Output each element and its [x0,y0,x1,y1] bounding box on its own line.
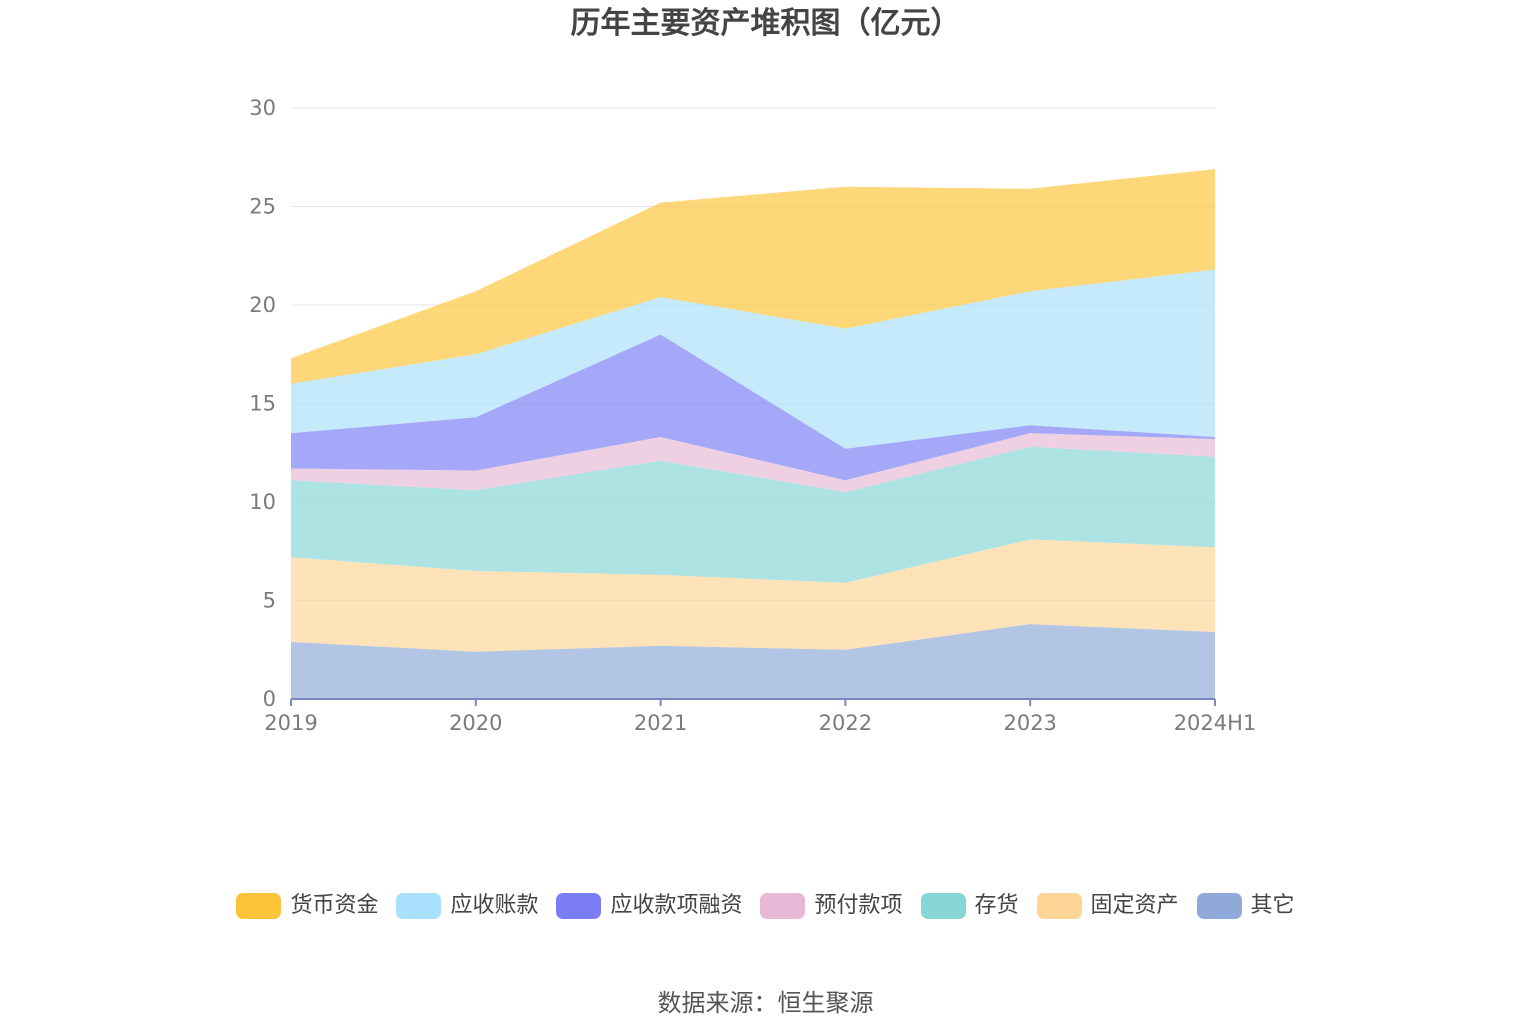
area-series [291,433,1215,493]
y-tick-label: 0 [263,687,276,711]
y-tick-label: 20 [249,293,276,317]
chart-title: 历年主要资产堆积图（亿元） [570,6,961,41]
area-series [291,169,1215,384]
legend-label: 存货 [974,893,1019,918]
x-tick-label: 2023 [1003,711,1056,735]
x-tick-label: 2021 [634,711,687,735]
legend: 货币资金 应收账款 应收款项融资 预付款项 存货 固定资产 其它 [0,893,1531,919]
y-tick-label: 25 [249,195,276,219]
legend-item[interactable]: 预付款项 [760,893,903,919]
legend-swatch [1196,893,1242,919]
area-series [291,446,1215,583]
y-tick-label: 15 [249,392,276,416]
area-series [291,269,1215,449]
x-tick-label: 2022 [819,711,872,735]
y-tick-label: 10 [249,490,276,514]
area-series [291,334,1215,481]
area-series [291,624,1215,699]
legend-label: 货币资金 [290,893,379,918]
axes: 0 5 10 15 20 25 30 2019 2020 2021 2022 2023 2024H1 [249,96,1256,735]
legend-label: 预付款项 [814,893,903,918]
legend-item[interactable]: 货币资金 [236,893,378,919]
legend-swatch [920,893,966,919]
legend-item[interactable]: 存货 [920,893,1019,919]
legend-swatch [760,893,806,919]
legend-label: 应收款项融资 [610,893,743,918]
legend-swatch [556,893,602,919]
legend-item[interactable]: 应收账款 [396,893,538,919]
y-tick-label: 30 [249,96,276,120]
data-source: 数据来源：恒生聚源 [657,989,874,1017]
legend-item[interactable]: 应收款项融资 [556,893,742,919]
legend-label: 固定资产 [1090,893,1179,918]
legend-item[interactable]: 其它 [1196,893,1295,919]
legend-label: 应收账款 [450,893,539,918]
legend-label: 其它 [1250,893,1295,918]
legend-swatch [1036,893,1082,919]
y-tick-label: 5 [263,589,276,613]
legend-swatch [396,893,442,919]
x-tick-label: 2020 [449,711,502,735]
x-tick-label: 2019 [264,711,317,735]
area-series [291,169,1215,699]
legend-item[interactable]: 固定资产 [1036,893,1179,919]
x-tick-label: 2024H1 [1174,711,1257,735]
legend-swatch [236,893,282,919]
area-series [291,539,1215,652]
